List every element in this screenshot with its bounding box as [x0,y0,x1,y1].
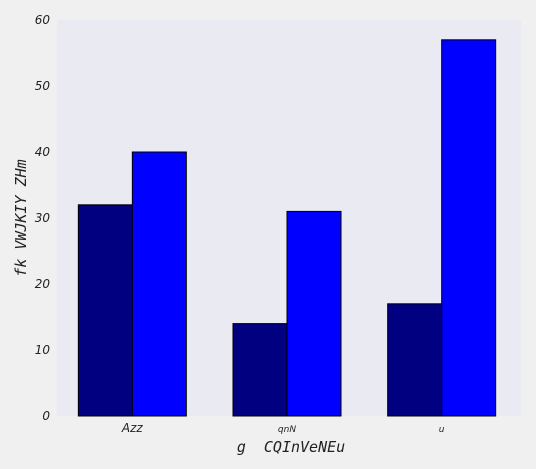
y-tick-label: 10 [35,343,51,357]
x-tick-label: Azz [121,421,144,435]
bar-qnN-series-2 [286,210,342,417]
x-axis-label: g CQInVeNEu [237,438,345,456]
y-tick-label: 60 [35,13,51,27]
x-tick-label: qnN [278,425,296,435]
bar-qnN-series-1 [232,323,288,417]
bar-u-series-1 [387,303,443,417]
x-tick-label: u [439,425,445,435]
y-tick-label: 30 [35,211,51,225]
y-tick-label: 40 [35,145,51,159]
y-axis-ticks: 0 10 20 30 40 50 60 [35,13,51,423]
bar-Azz-series-2 [131,151,187,417]
y-axis-label: fk VWJKIY ZHm [12,159,30,276]
bar-u-series-2 [441,39,497,417]
y-tick-label: 0 [42,409,50,423]
y-tick-label: 20 [35,277,51,291]
bar-Azz-series-1 [77,204,133,417]
x-axis-ticks: Azz qnN u [121,421,445,435]
y-tick-label: 50 [35,79,51,93]
bars-group [77,39,497,417]
